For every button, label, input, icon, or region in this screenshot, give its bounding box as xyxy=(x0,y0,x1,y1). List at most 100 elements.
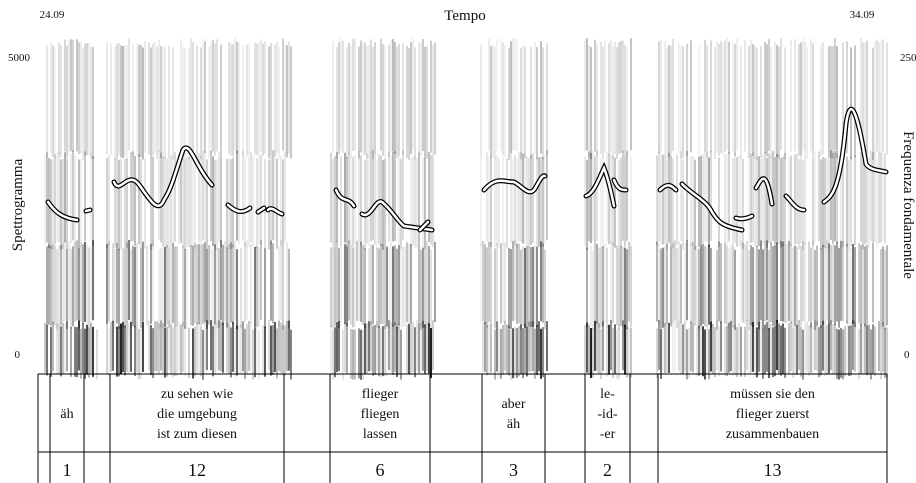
spectrogram-band xyxy=(880,152,882,243)
spectrogram-band xyxy=(698,156,700,247)
spectrogram-band xyxy=(210,320,212,371)
spectrogram-band xyxy=(290,329,292,380)
spectrogram-band xyxy=(64,39,66,152)
spectrogram-band xyxy=(196,45,198,158)
spectrogram-band xyxy=(282,38,284,151)
spectrogram-band xyxy=(794,325,796,376)
spectrogram-band xyxy=(866,325,868,376)
spectrogram-band xyxy=(368,248,370,329)
spectrogram-band xyxy=(400,329,402,380)
spectrogram-band xyxy=(722,43,724,156)
spectrogram-band xyxy=(520,151,522,242)
spectrogram-band xyxy=(764,41,766,154)
spectrogram-band xyxy=(670,246,672,327)
spectrogram-band xyxy=(268,320,270,371)
spectrogram-band xyxy=(600,41,602,154)
spectrogram-band xyxy=(202,150,204,241)
spectrogram-band xyxy=(662,321,664,372)
spectrogram-band xyxy=(628,326,630,377)
pitch-line xyxy=(226,203,252,213)
spectrogram-band xyxy=(398,245,400,326)
spectrogram-band xyxy=(782,156,784,247)
spectrogram-band xyxy=(286,45,288,158)
spectrogram-band xyxy=(240,248,242,329)
spectrogram-band xyxy=(676,154,678,245)
spectrogram-band xyxy=(720,41,722,154)
spectrogram-band xyxy=(270,154,272,245)
right-axis-label: Frequenza fondamentale xyxy=(900,131,916,279)
spectrogram-band xyxy=(760,159,762,250)
spectrogram-band xyxy=(180,152,182,243)
spectrogram-band xyxy=(812,325,814,376)
spectrogram-band xyxy=(354,247,356,328)
spectrogram-band xyxy=(192,156,194,247)
spectrogram-band xyxy=(136,242,138,323)
spectrogram-band xyxy=(108,328,110,379)
spectrogram-band xyxy=(342,329,344,380)
spectrogram-band xyxy=(380,38,382,151)
spectrogram-band xyxy=(330,152,332,243)
spectrogram-band xyxy=(834,38,836,151)
pitch-line xyxy=(784,194,806,212)
spectrogram-band xyxy=(622,40,624,153)
spectrogram-band xyxy=(90,246,92,327)
spectrogram-band xyxy=(426,321,428,372)
spectrogram-band xyxy=(484,321,486,372)
spectrogram-band xyxy=(212,156,214,247)
spectrogram-band xyxy=(680,324,682,375)
spectrogram-band xyxy=(168,320,170,371)
spectrogram-band xyxy=(814,320,816,371)
spectrogram-band xyxy=(780,157,782,248)
spectrogram-band xyxy=(136,44,138,157)
spectrogram-band xyxy=(658,151,660,242)
spectrogram-band xyxy=(530,321,532,372)
spectrogram-band xyxy=(542,156,544,247)
spectrogram-band xyxy=(512,159,514,250)
word-label: müssen sie den xyxy=(730,387,815,402)
spectrogram-band xyxy=(374,324,376,375)
spectrogram-band xyxy=(494,248,496,329)
spectrogram-band xyxy=(624,324,626,375)
spectrogram-band xyxy=(44,322,46,373)
spectrogram-band xyxy=(196,244,198,325)
spectrogram-band xyxy=(430,328,432,379)
spectrogram-band xyxy=(828,243,830,324)
spectrogram-band xyxy=(134,155,136,246)
spectrogram-band xyxy=(488,323,490,374)
spectrogram-band xyxy=(874,152,876,243)
spectrogram-band xyxy=(532,246,534,327)
spectrogram-band xyxy=(714,327,716,378)
spectrogram-band xyxy=(878,42,880,155)
spectrogram-band xyxy=(406,242,408,323)
spectrogram-band xyxy=(736,327,738,378)
spectrogram-band xyxy=(782,241,784,322)
spectrogram-band xyxy=(242,44,244,157)
spectrogram-band xyxy=(506,158,508,249)
spectrogram-band xyxy=(702,244,704,325)
spectrogram-band xyxy=(828,159,830,250)
spectrogram-band xyxy=(78,248,80,329)
spectrogram-band xyxy=(244,157,246,248)
spectrogram-band xyxy=(750,245,752,326)
spectrogram-band xyxy=(134,325,136,376)
spectrogram-band xyxy=(414,157,416,248)
pitch-line xyxy=(612,178,628,192)
word-label: äh xyxy=(60,407,73,422)
spectrogram-band xyxy=(60,326,62,377)
tier-grid xyxy=(37,373,888,483)
spectrogram-band xyxy=(542,47,544,160)
spectrogram-band xyxy=(686,150,688,241)
spectrogram-band xyxy=(234,240,236,321)
spectrogram-band xyxy=(422,39,424,152)
spectrogram-band xyxy=(284,44,286,157)
spectrogram-band xyxy=(146,245,148,326)
spectrogram-band xyxy=(794,245,796,326)
spectrogram-band xyxy=(372,325,374,376)
spectrogram-band xyxy=(258,247,260,328)
spectrogram-band xyxy=(590,246,592,327)
spectrogram-band xyxy=(528,321,530,372)
spectrogram-band xyxy=(418,242,420,323)
spectrogram-band xyxy=(628,241,630,322)
spectrogram-band xyxy=(222,322,224,373)
right-tick-label: 0 xyxy=(904,349,910,361)
